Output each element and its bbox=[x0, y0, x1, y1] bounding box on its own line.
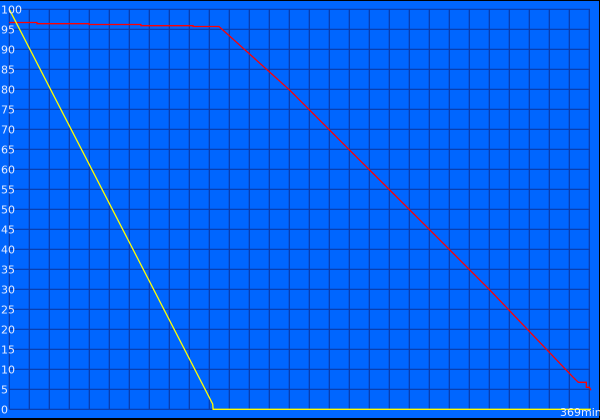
y-tick-label: 0 bbox=[1, 403, 8, 416]
series-group bbox=[8, 9, 592, 410]
series-line-1 bbox=[8, 9, 591, 410]
y-tick-label: 100 bbox=[1, 3, 22, 16]
y-tick-label: 60 bbox=[1, 163, 15, 176]
y-tick-label: 70 bbox=[1, 123, 15, 136]
y-tick-label: 95 bbox=[1, 23, 15, 36]
y-tick-label: 20 bbox=[1, 323, 15, 336]
y-tick-label: 90 bbox=[1, 43, 15, 56]
y-tick-label: 40 bbox=[1, 243, 15, 256]
y-tick-label: 5 bbox=[1, 383, 8, 396]
y-tick-label: 25 bbox=[1, 303, 15, 316]
y-tick-label: 45 bbox=[1, 223, 15, 236]
y-tick-label: 65 bbox=[1, 143, 15, 156]
y-tick-label: 15 bbox=[1, 343, 15, 356]
y-tick-label: 35 bbox=[1, 263, 15, 276]
y-tick-label: 85 bbox=[1, 63, 15, 76]
series-line-0 bbox=[9, 21, 592, 391]
grid bbox=[8, 8, 590, 410]
y-tick-label: 55 bbox=[1, 183, 15, 196]
y-tick-label: 30 bbox=[1, 283, 15, 296]
y-tick-label: 10 bbox=[1, 363, 15, 376]
y-tick-label: 50 bbox=[1, 203, 15, 216]
x-end-label: 369min bbox=[560, 406, 600, 419]
y-tick-labels: 0 5 10 15 20 25 30 35 40 45 50 55 60 65 70 75 80 85 90 95 10… bbox=[1, 3, 22, 416]
y-tick-label: 80 bbox=[1, 83, 15, 96]
y-tick-label: 75 bbox=[1, 103, 15, 116]
